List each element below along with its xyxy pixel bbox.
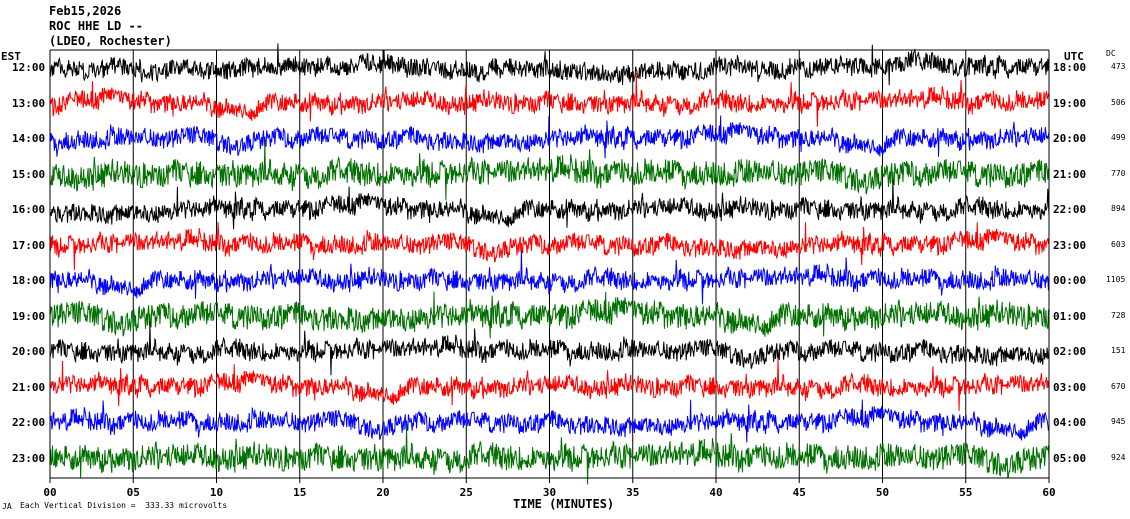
x-tick-label: 15: [293, 486, 306, 499]
dc-offset-value: 770: [1111, 168, 1126, 178]
trace-line: [49, 179, 1050, 230]
est-hour-label: 20:00: [12, 345, 46, 358]
trace-line: [49, 321, 1050, 376]
x-tick-label: 45: [793, 486, 806, 499]
dc-offset-value: 894: [1111, 204, 1126, 213]
x-tick-label: 05: [127, 486, 140, 499]
est-hour-label: 12:00: [12, 61, 46, 74]
trace-line: [49, 356, 1050, 411]
utc-hour-label: 20:00: [1053, 132, 1087, 145]
utc-hour-label: 05:00: [1053, 451, 1087, 465]
trace-line: [49, 399, 1050, 443]
x-tick-label: 35: [626, 486, 639, 499]
dc-offset-value: 1105: [1106, 275, 1126, 284]
trace-line: [49, 72, 1050, 127]
trace-line: [49, 115, 1050, 159]
trace-line: [49, 425, 1050, 485]
est-hour-label: 22:00: [12, 416, 46, 429]
trace-line: [49, 291, 1050, 339]
utc-hour-label: 18:00: [1053, 61, 1087, 74]
utc-hour-label: 22:00: [1053, 203, 1087, 216]
est-hour-label: 19:00: [12, 309, 46, 323]
est-hour-label: 15:00: [12, 167, 46, 181]
est-hour-label: 16:00: [12, 203, 46, 216]
x-tick-label: 40: [709, 486, 722, 499]
utc-hour-label: 01:00: [1053, 309, 1087, 323]
x-tick-label: 20: [376, 486, 389, 499]
dc-offset-value: 728: [1111, 310, 1126, 320]
est-hour-label: 13:00: [12, 96, 46, 110]
utc-hour-label: 04:00: [1053, 416, 1087, 429]
x-axis-title: TIME (MINUTES): [513, 497, 615, 511]
dc-offset-value: 506: [1111, 97, 1126, 107]
trace-line: [49, 250, 1050, 305]
est-hour-label: 23:00: [12, 451, 46, 465]
trace-line: [49, 221, 1050, 270]
seismic-traces: [49, 43, 1050, 485]
est-hour-label: 21:00: [12, 380, 46, 394]
est-hour-label: 18:00: [12, 274, 46, 287]
x-tick-label: 30: [543, 486, 556, 499]
station-id: ROC HHE LD --: [49, 19, 143, 33]
x-tick-label: 60: [1042, 486, 1055, 499]
utc-hour-label: 19:00: [1053, 96, 1087, 110]
trace-line: [49, 43, 1050, 86]
utc-hour-label: 03:00: [1053, 380, 1087, 394]
dc-offset-value: 499: [1111, 133, 1126, 142]
x-tick-label: 00: [43, 486, 56, 499]
utc-hour-label: 02:00: [1053, 345, 1087, 358]
x-tick-label: 10: [210, 486, 223, 499]
dc-offset-value: 603: [1111, 239, 1126, 249]
trace-line: [49, 141, 1050, 201]
est-hour-label: 14:00: [12, 132, 46, 145]
utc-hour-label: 21:00: [1053, 167, 1087, 181]
network-name: (LDEO, Rochester): [49, 34, 172, 48]
utc-hour-label: 00:00: [1053, 274, 1087, 287]
plot-date: Feb15,2026: [49, 4, 122, 18]
vertical-division-note: Each Vertical Division = 333.33 microvol…: [20, 501, 228, 510]
est-hour-label: 17:00: [12, 238, 46, 252]
dc-offset-value: 151: [1111, 346, 1126, 355]
dc-column-title: DC: [1106, 49, 1116, 58]
footer-mark: JA: [2, 502, 12, 511]
dc-offset-value: 670: [1111, 381, 1126, 391]
left-timezone-label: EST: [1, 50, 21, 63]
x-tick-label: 50: [876, 486, 889, 499]
dc-offset-value: 924: [1111, 452, 1126, 462]
x-tick-label: 55: [959, 486, 972, 499]
right-timezone-label: UTC: [1064, 50, 1084, 63]
x-tick-label: 25: [460, 486, 473, 499]
dc-offset-value: 473: [1111, 62, 1126, 71]
dc-offset-value: 945: [1111, 417, 1126, 426]
utc-hour-label: 23:00: [1053, 238, 1087, 252]
x-axis-ticks: 00 05 10 15 20 25 30 35 40 45 50 55 60: [43, 478, 1056, 499]
